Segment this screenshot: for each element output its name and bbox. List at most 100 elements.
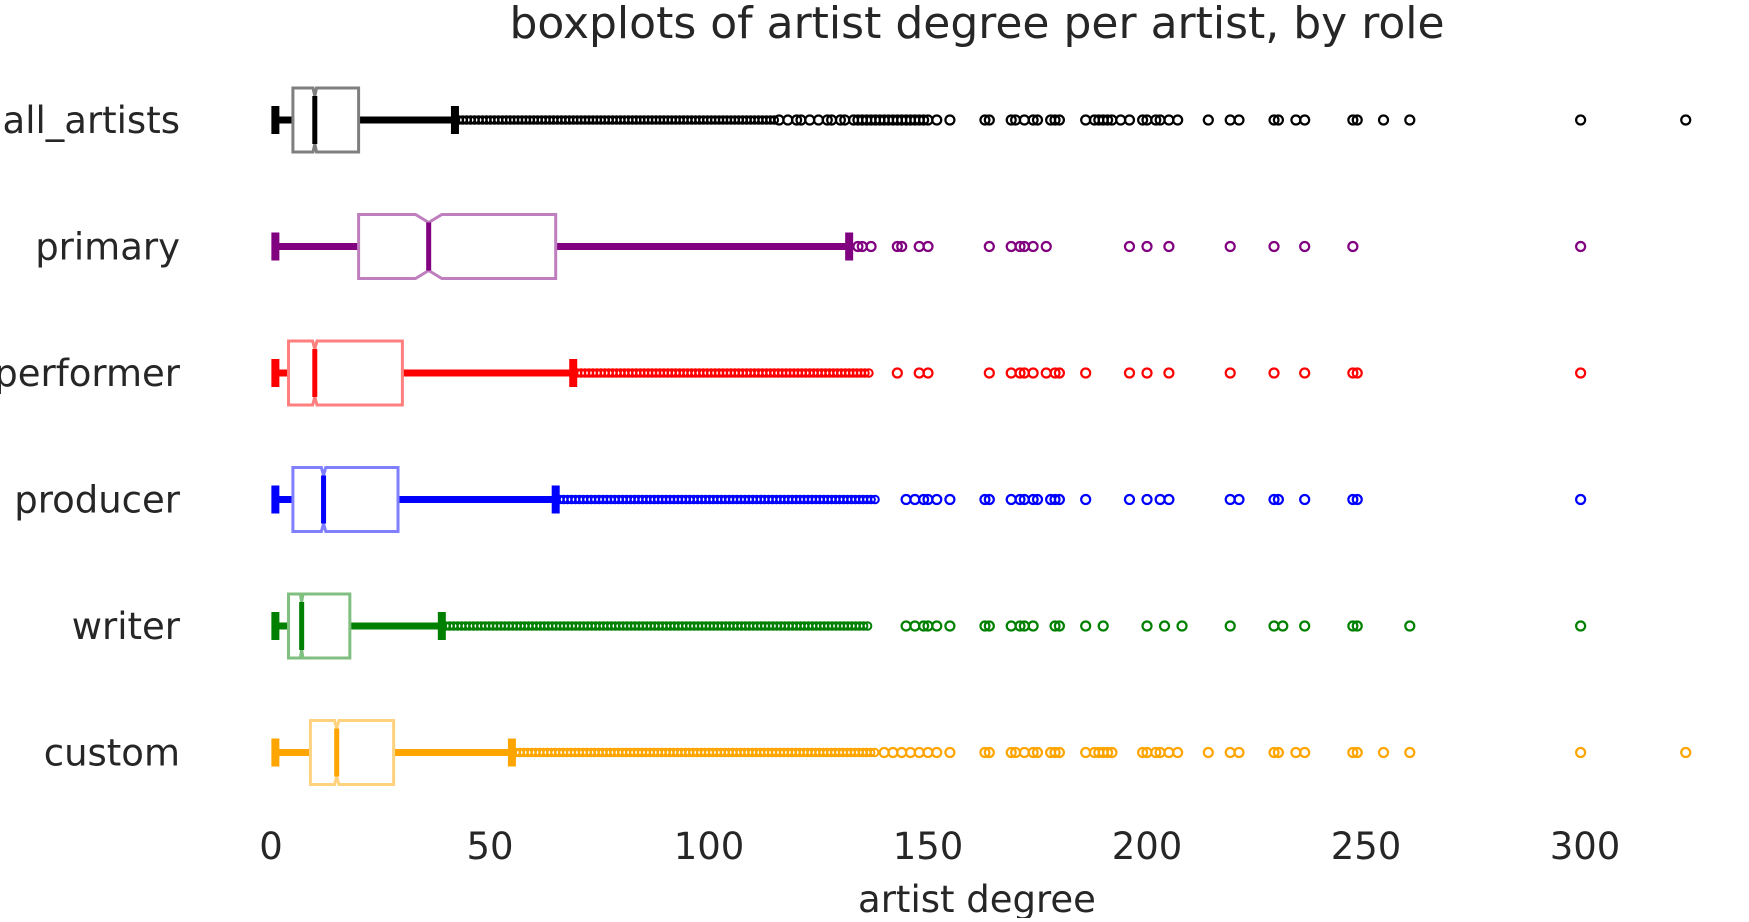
outlier-writer — [1404, 620, 1416, 632]
outlier-custom — [1106, 746, 1118, 759]
outlier-producer — [909, 493, 921, 506]
outlier-producer — [1027, 493, 1039, 506]
outlier-all-artists — [979, 114, 991, 126]
outlier-writer — [1347, 620, 1359, 632]
outlier-all-artists — [1115, 114, 1127, 126]
outlier-custom — [1272, 746, 1285, 759]
outlier-producer — [1351, 493, 1363, 506]
box-writer — [287, 592, 352, 660]
outlier-producer — [1053, 493, 1066, 506]
outlier-primary — [983, 240, 995, 253]
outlier-custom — [1202, 746, 1214, 759]
outlier-performer — [1351, 367, 1363, 379]
outlier-writer — [1049, 620, 1061, 632]
x-tick-label: 50 — [466, 825, 513, 868]
outlier-all-artists — [804, 114, 816, 126]
outlier-writer — [1097, 620, 1109, 632]
outlier-custom — [1224, 746, 1236, 759]
outlier-custom — [913, 746, 925, 759]
outlier-custom — [979, 746, 991, 759]
outlier-producer — [979, 493, 991, 506]
outlier-writer — [1268, 620, 1280, 632]
outlier-producer — [1224, 493, 1236, 506]
outlier-custom — [1137, 746, 1149, 759]
x-tick-label: 150 — [893, 825, 964, 868]
outlier-producer — [900, 493, 912, 506]
outlier-primary — [1347, 240, 1359, 253]
outlier-custom — [1233, 746, 1245, 759]
box-group-custom — [271, 719, 1692, 786]
outlier-all-artists — [944, 114, 956, 126]
x-tick-label: 250 — [1331, 825, 1402, 868]
outlier-custom — [944, 746, 956, 759]
outlier-producer — [931, 493, 943, 506]
outlier-all-artists — [1053, 114, 1066, 126]
outlier-all-artists — [1290, 114, 1302, 126]
outlier-producer — [1233, 493, 1245, 506]
outlier-writer — [1080, 620, 1092, 632]
outlier-custom — [1027, 746, 1039, 759]
outlier-custom — [1031, 746, 1044, 759]
outlier-custom — [1049, 746, 1061, 759]
outlier-producer — [918, 493, 930, 506]
box-performer — [287, 339, 404, 407]
outlier-producer — [866, 494, 876, 505]
outlier-performer — [1014, 367, 1026, 379]
outlier-writer — [900, 620, 912, 632]
outlier-performer — [1053, 367, 1066, 379]
outlier-writer — [931, 620, 943, 632]
outlier-all-artists — [1233, 114, 1245, 126]
outlier-custom — [1268, 746, 1280, 759]
outlier-writer — [858, 621, 869, 631]
outlier-custom — [1299, 746, 1311, 759]
outlier-custom — [1172, 746, 1184, 759]
outlier-all-artists — [790, 114, 803, 126]
outlier-all-artists — [1377, 114, 1390, 126]
outlier-producer — [1163, 493, 1175, 506]
category-label-performer: performer — [0, 352, 181, 395]
outlier-all-artists — [821, 114, 833, 126]
outlier-all-artists — [769, 115, 780, 125]
x-axis-ticks: 0 50 100 150 200 250 300 — [259, 825, 1620, 868]
outlier-performer — [891, 367, 903, 379]
outlier-all-artists — [1172, 114, 1184, 126]
outlier-all-artists — [1202, 114, 1214, 126]
chart-title: boxplots of artist degree per artist, by… — [509, 0, 1444, 49]
outlier-all-artists — [1101, 114, 1114, 126]
outlier-producer — [1272, 493, 1285, 506]
outlier-writer — [909, 620, 921, 632]
outlier-performer — [1163, 367, 1175, 379]
outlier-all-artists — [1018, 114, 1030, 126]
category-label-all-artists: all_artists — [3, 99, 180, 142]
outlier-custom — [878, 746, 890, 759]
outlier-custom — [1053, 746, 1066, 759]
x-axis-label: artist degree — [858, 878, 1096, 918]
outlier-producer — [1031, 493, 1044, 506]
outlier-all-artists — [1268, 114, 1280, 126]
outlier-custom — [983, 746, 995, 759]
outlier-all-artists — [1272, 114, 1285, 126]
outlier-all-artists — [773, 114, 785, 126]
outlier-writer — [1176, 620, 1188, 632]
outlier-primary — [1141, 240, 1153, 253]
outlier-all-artists — [1137, 114, 1149, 126]
box-custom — [308, 719, 396, 786]
outlier-performer — [922, 367, 934, 379]
outlier-writer — [983, 620, 995, 632]
outlier-writer — [1351, 620, 1363, 632]
outlier-primary — [922, 240, 934, 253]
box-group-all-artists — [271, 86, 1692, 154]
outlier-writer — [1053, 620, 1066, 632]
outlier-custom — [887, 746, 899, 759]
outlier-all-artists — [1005, 114, 1017, 126]
outlier-performer — [864, 368, 874, 378]
outlier-primary — [913, 240, 925, 253]
outlier-primary — [1575, 240, 1587, 253]
outlier-writer — [1027, 620, 1039, 632]
outlier-custom — [1347, 746, 1359, 759]
outlier-writer — [1575, 620, 1587, 632]
outlier-all-artists — [834, 114, 847, 126]
outlier-custom — [1575, 746, 1587, 759]
box-group-writer — [271, 592, 1587, 660]
